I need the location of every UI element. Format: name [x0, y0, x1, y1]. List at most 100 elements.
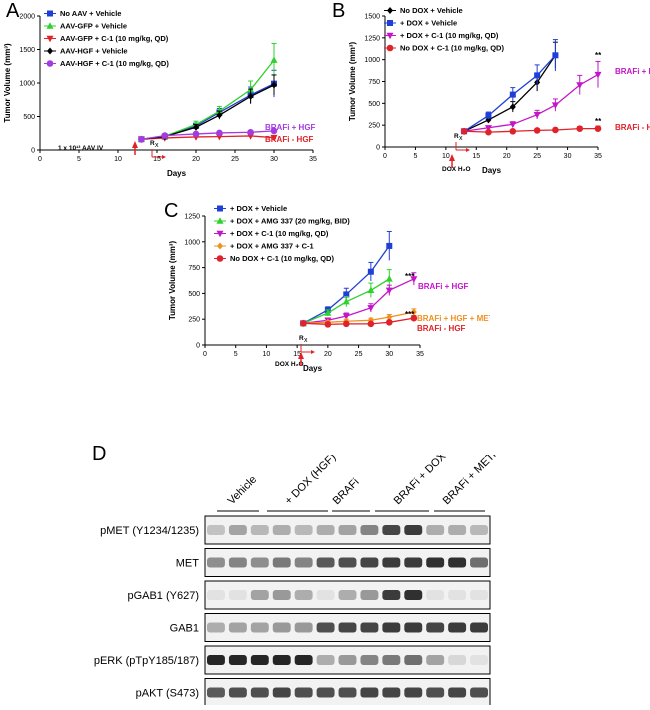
chart-c-data-point	[385, 318, 393, 326]
blot-band	[207, 655, 225, 665]
blot-band	[448, 557, 467, 568]
chart-a-x-tick-label: 15	[153, 156, 161, 163]
blot-band	[207, 687, 225, 698]
chart-c-series-line	[303, 311, 414, 324]
blot-band	[404, 687, 423, 698]
blot-band	[382, 622, 401, 633]
chart-b-x-tick-label: 10	[442, 153, 450, 160]
chart-a-legend-label: AAV-GFP + C-1 (10 mg/kg, QD)	[60, 34, 169, 43]
chart-c-series-line	[303, 278, 415, 324]
blot-band	[228, 590, 247, 600]
chart-b-y-tick-label: 250	[368, 123, 380, 130]
chart-b-legend-marker	[386, 44, 394, 52]
blot-band	[316, 622, 335, 633]
blot-band	[228, 655, 247, 665]
chart-b-x-tick-label: 0	[383, 153, 387, 160]
chart-c-data-point	[410, 308, 417, 316]
blot-band	[272, 525, 291, 535]
blot-band	[382, 590, 401, 600]
blot-band	[294, 590, 313, 600]
chart-c-x-tick-label: 35	[416, 351, 424, 358]
chart-c-y-tick-label: 1250	[184, 214, 200, 221]
blot-band	[448, 687, 467, 698]
western-blot: Vehicle + DOX (HGF) BRAFi BRAFi + DOX (HGF)…	[80, 400, 548, 707]
chart-b: 0 5 10 15 20 25 30 35 0 250 500 750 1000 1250 1500 Days…	[348, 6, 650, 175]
chart-b-x-tick-label: 30	[564, 153, 572, 160]
blot-band	[426, 655, 445, 665]
chart-c-x-label: Days	[303, 364, 323, 373]
chart-a-data-point	[138, 135, 145, 143]
panel-letter-d: D	[92, 443, 107, 465]
chart-a-legend-label: AAV-GFP + Vehicle	[60, 22, 127, 31]
chart-c-data-point	[342, 313, 350, 320]
blot-band	[426, 590, 445, 600]
blot-band	[426, 557, 445, 568]
chart-b-data-point	[551, 102, 559, 109]
blot-band	[272, 557, 291, 568]
chart-b-data-point	[485, 112, 492, 119]
chart-b-x-tick-label: 25	[533, 153, 541, 160]
chart-c-legend-marker	[217, 242, 223, 250]
chart-a-annotation: BRAFi + HGF	[265, 123, 316, 132]
blot-band	[338, 525, 357, 535]
chart-b-annotation: **	[595, 51, 602, 60]
chart-a-data-point	[161, 132, 169, 139]
chart-a-y-label: Tumor Volume (mm³)	[3, 43, 12, 123]
chart-b-data-point	[509, 127, 517, 135]
chart-a-data-point	[192, 130, 200, 138]
chart-a-rx-sub: x	[155, 142, 159, 149]
chart-c-y-tick-label: 1000	[184, 239, 200, 246]
blot-band	[448, 655, 467, 665]
blot-band	[404, 557, 423, 568]
chart-c-series-4: No DOX + C-1 (10 mg/kg, QD)	[214, 254, 418, 328]
blot-lane-header: BRAFi	[331, 476, 362, 507]
chart-c-y-tick-label: 0	[196, 343, 200, 350]
chart-b-rx-arrowhead	[466, 148, 470, 152]
blot-band	[316, 557, 335, 568]
blot-band	[294, 557, 313, 568]
chart-b-y-tick-label: 500	[368, 101, 380, 108]
chart-c-annotation: BRAFi - HGF	[417, 324, 466, 333]
chart-c-x-tick-label: 25	[355, 351, 363, 358]
chart-b-y-tick-label: 750	[368, 79, 380, 86]
chart-b-annotation: BRAFi - HGF	[615, 123, 650, 132]
blot-band	[360, 525, 379, 535]
chart-a-data-point	[193, 123, 199, 131]
blot-band	[382, 687, 401, 698]
chart-a-y-tick-label: 500	[23, 114, 35, 121]
chart-c-legend-label: + DOX + C-1 (10 mg/kg, QD)	[230, 229, 329, 238]
chart-a-data-point	[270, 134, 278, 142]
chart-c-data-point	[299, 320, 307, 327]
blot-band	[470, 687, 488, 698]
chart-b-data-point	[594, 71, 602, 79]
chart-b-data-point	[509, 121, 517, 129]
chart-b-data-point	[576, 82, 584, 89]
blot-band	[207, 557, 225, 568]
chart-a-y-tick-label: 1500	[19, 47, 35, 54]
blot-band	[316, 525, 335, 535]
blot-band	[250, 557, 269, 568]
chart-a-y-tick-label: 0	[31, 148, 35, 155]
panel-letter-c: C	[164, 200, 179, 222]
chart-a-legend-marker	[47, 47, 53, 55]
blot-band	[338, 655, 357, 665]
blot-band	[360, 687, 379, 698]
chart-c-data-point	[324, 309, 332, 316]
blot-band	[207, 525, 225, 535]
chart-a-legend-label: AAV-HGF + Vehicle	[60, 47, 128, 56]
blot-band	[338, 622, 357, 633]
chart-b-legend-label: No DOX + C-1 (10 mg/kg, QD)	[400, 44, 504, 53]
blot-band	[228, 622, 247, 633]
blot-band	[338, 557, 357, 568]
chart-a-data-point	[247, 128, 254, 136]
blot-band	[404, 622, 423, 633]
chart-b-data-point	[552, 126, 559, 134]
blot-band	[470, 655, 488, 665]
chart-c: 0 5 10 15 20 25 30 35 0 250 500 750 1000 1250 Days Tumo…	[168, 204, 490, 373]
chart-c-legend-label: + DOX + Vehicle	[230, 204, 287, 213]
panel-letter-b: B	[332, 0, 346, 22]
chart-b-legend-label: No DOX + Vehicle	[400, 6, 463, 15]
blot-band	[272, 687, 291, 698]
chart-c-x-tick-label: 5	[234, 351, 238, 358]
chart-b-data-point	[460, 127, 468, 135]
